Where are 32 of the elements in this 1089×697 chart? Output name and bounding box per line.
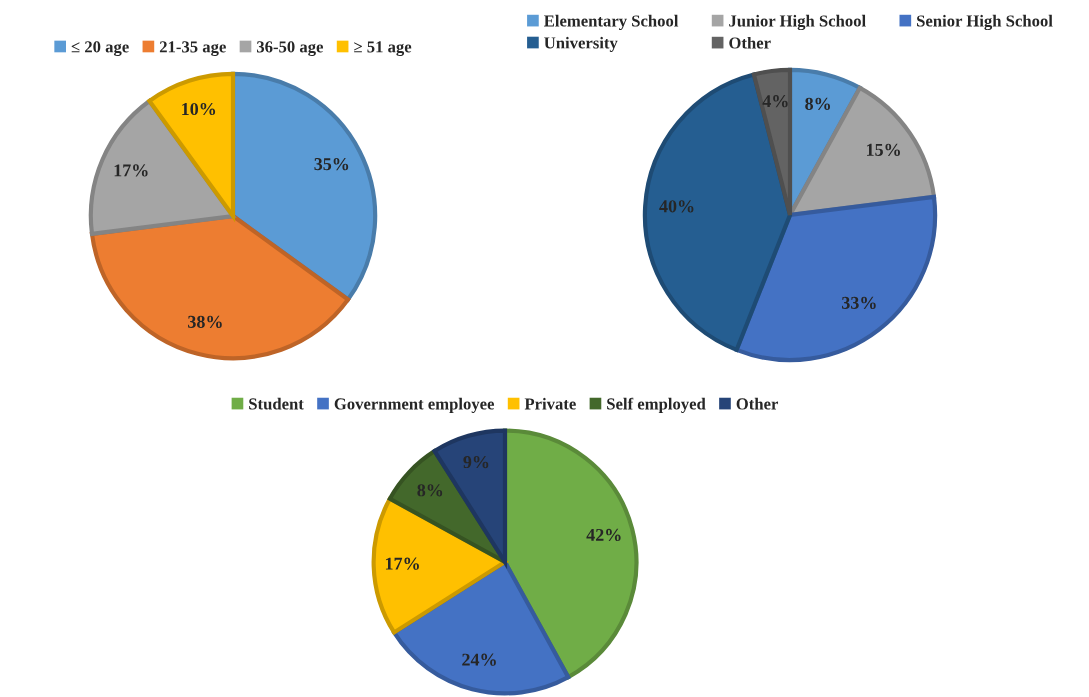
legend-label: Junior High School: [729, 14, 866, 31]
legend-label: ≤ 20 age: [71, 41, 129, 56]
data-label: 8%: [805, 97, 830, 110]
legend-label: Elementary School: [544, 14, 679, 31]
data-label: 17%: [385, 557, 419, 570]
legend-label: ≥ 51 age: [354, 41, 412, 56]
legend-label: University: [544, 36, 618, 52]
legend-label: Other: [729, 36, 771, 49]
legend-label: Senior High School: [917, 14, 1053, 31]
pie-slice: [751, 67, 793, 218]
legend-label: Self employed: [607, 397, 706, 413]
data-label: 15%: [867, 143, 900, 156]
legend-label: Private: [524, 397, 576, 410]
data-label: 40%: [659, 200, 694, 213]
legend-label: 21-35 age: [159, 41, 226, 56]
legend-label: Government employee: [334, 397, 495, 413]
legend-label: Other: [736, 397, 779, 410]
data-label: 9%: [463, 455, 489, 469]
legend-label: 36-50 age: [256, 41, 324, 56]
data-label: 35%: [314, 158, 349, 171]
pie-slice: [642, 72, 793, 352]
data-label: 8%: [417, 484, 443, 497]
pie-slice: [89, 213, 351, 361]
data-label: 24%: [462, 653, 496, 666]
data-label: 42%: [586, 528, 621, 542]
data-label: 4%: [762, 95, 788, 108]
data-label: 10%: [182, 102, 216, 116]
data-label: 33%: [841, 296, 876, 310]
legend-label: Student: [249, 397, 304, 410]
data-label: 17%: [114, 164, 148, 177]
pie-slice: [88, 98, 236, 236]
data-label: 38%: [188, 315, 222, 328]
